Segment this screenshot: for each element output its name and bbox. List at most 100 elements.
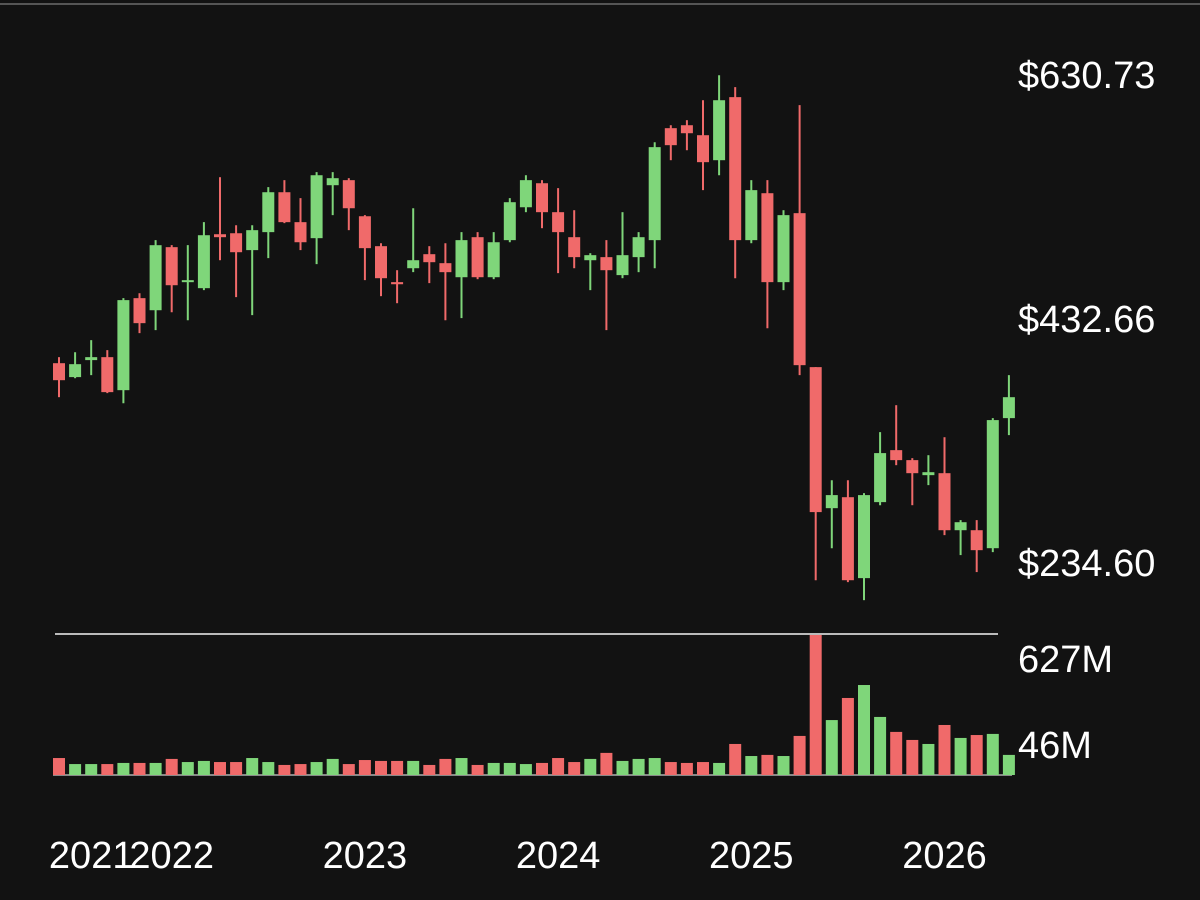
candle-body <box>310 175 323 239</box>
candle-body <box>536 183 548 213</box>
candle-body <box>777 215 790 283</box>
candle-body <box>954 522 967 531</box>
x-tick-label: 2026 <box>902 835 987 877</box>
candle-body <box>503 202 516 241</box>
candle-body <box>117 300 130 391</box>
volume-bar <box>664 762 677 775</box>
volume-bar <box>648 758 661 775</box>
candle-body <box>375 246 387 279</box>
candle-body <box>214 234 226 238</box>
candle-body <box>423 254 436 263</box>
volume-tick-label: 627M <box>1018 639 1113 681</box>
volume-bar <box>294 764 307 775</box>
volume-bar <box>85 764 98 775</box>
volume-bar <box>777 756 790 775</box>
volume-bar <box>391 760 404 775</box>
candle-body <box>278 192 291 223</box>
volume-bar <box>165 758 178 775</box>
volume-bar <box>358 760 371 775</box>
volume-bar <box>874 716 887 775</box>
candle-body <box>487 242 500 278</box>
volume-bar <box>890 731 903 775</box>
volume-bar <box>568 762 581 775</box>
candle-body <box>69 364 82 378</box>
volume-bar <box>906 739 919 775</box>
x-tick-label: 2021 <box>49 835 134 877</box>
volume-bar <box>761 754 774 775</box>
candle-body <box>632 237 645 258</box>
volume-bar <box>310 762 323 775</box>
volume-bar <box>841 697 854 775</box>
candle-body <box>101 357 114 393</box>
volume-bar <box>197 760 210 775</box>
candle-body <box>858 495 870 579</box>
volume-bar <box>536 762 548 775</box>
volume-bar <box>970 735 983 775</box>
volume-bar <box>101 764 114 775</box>
volume-tick-label: 46M <box>1018 725 1092 767</box>
volume-bar <box>680 762 693 775</box>
volume-bar <box>793 735 806 775</box>
candle-body <box>519 180 532 208</box>
x-tick-label: 2025 <box>709 835 794 877</box>
volume-bar <box>439 758 452 775</box>
volume-bar <box>745 756 758 775</box>
candle-body <box>568 237 581 258</box>
candle-body <box>294 222 307 243</box>
candle-body <box>922 472 935 476</box>
candle-body <box>326 178 339 186</box>
candle-body <box>713 100 726 161</box>
volume-bar <box>455 758 468 775</box>
candle-body <box>680 125 693 134</box>
y-tick-label: $630.73 <box>1018 55 1155 97</box>
candle-body <box>841 497 854 581</box>
candle-body <box>761 193 774 283</box>
candle-body <box>906 460 919 474</box>
x-tick-label: 2024 <box>516 835 601 877</box>
volume-bar <box>375 760 387 775</box>
volume-bar <box>487 762 500 775</box>
y-tick-label: $432.66 <box>1018 299 1155 341</box>
x-tick-label: 2022 <box>129 835 214 877</box>
volume-bar <box>1002 754 1015 775</box>
candle-body <box>53 363 65 381</box>
volume-bar <box>181 762 194 775</box>
y-tick-label: $234.60 <box>1018 543 1155 585</box>
volume-bar <box>117 762 130 775</box>
volume-bar <box>262 762 275 775</box>
candle-body <box>729 97 742 241</box>
candle-body <box>262 192 275 233</box>
candle-body <box>825 495 838 509</box>
candle-body <box>471 237 484 278</box>
candle-body <box>664 128 677 146</box>
candle-body <box>358 216 371 249</box>
candle-body <box>697 135 709 163</box>
candle-body <box>342 180 355 209</box>
volume-bar <box>938 724 951 775</box>
volume-bar <box>246 758 259 775</box>
candle-body <box>616 255 629 276</box>
candle-body <box>970 530 983 551</box>
candle-body <box>455 240 468 278</box>
candle-body <box>246 230 259 251</box>
volume-bar <box>230 762 243 775</box>
volume-bar <box>632 758 645 775</box>
candle-body <box>648 147 661 241</box>
candle-body <box>745 190 758 241</box>
candle-body <box>197 235 210 289</box>
volume-bar <box>809 635 822 775</box>
volume-bar <box>278 764 291 775</box>
candle-body <box>938 473 951 531</box>
candle-body <box>584 255 597 261</box>
volume-bar <box>552 758 565 775</box>
candle-body <box>1002 397 1015 419</box>
volume-bar <box>503 762 516 775</box>
volume-bar <box>697 762 709 775</box>
candle-body <box>165 247 178 286</box>
candle-body <box>809 367 822 513</box>
volume-bar <box>214 762 226 775</box>
volume-bar <box>858 685 870 775</box>
